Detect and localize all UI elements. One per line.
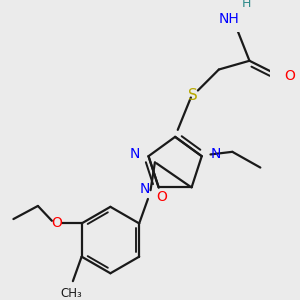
Text: O: O xyxy=(284,69,295,82)
Text: N: N xyxy=(140,182,150,196)
Text: N: N xyxy=(129,147,140,161)
Text: H: H xyxy=(242,0,251,10)
Text: CH₃: CH₃ xyxy=(60,287,82,300)
Text: O: O xyxy=(51,216,62,230)
Text: S: S xyxy=(188,88,197,103)
Text: N: N xyxy=(211,147,221,161)
Text: O: O xyxy=(157,190,168,204)
Text: NH: NH xyxy=(219,12,240,26)
